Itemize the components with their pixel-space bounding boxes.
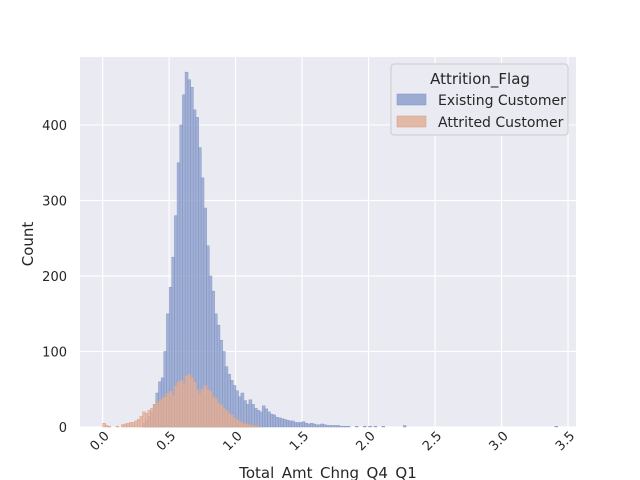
y-tick-label: 100 [42,345,67,360]
existing-customer-bar [347,426,351,428]
legend-label-existing: Existing Customer [438,93,566,109]
existing-customer-bar [402,425,407,428]
legend-swatch-attrited [396,115,427,128]
attrited-customer-bar [107,426,112,428]
x-tick-label: 3.5 [553,429,578,454]
legend-swatch-existing [396,93,427,106]
attrited-customer-bar [102,423,106,428]
y-tick-label: 400 [42,119,67,134]
y-tick-labels: 0 100 200 300 400 [42,119,67,436]
existing-customer-bar [368,426,372,428]
legend-title: Attrition_Flag [430,70,530,89]
x-tick-label: 3.0 [486,429,511,454]
y-axis-title: Count [19,222,37,267]
attrited-customer-bar [256,426,261,428]
existing-customer-bar [363,426,367,428]
x-tick-label: 0.5 [154,429,179,454]
y-tick-label: 300 [42,194,67,209]
legend-box [390,63,569,136]
x-tick-label: 0.0 [88,429,113,454]
y-tick-label: 200 [42,270,67,285]
x-tick-label: 1.5 [287,429,312,454]
y-tick-label: 0 [59,421,67,436]
legend-label-attrited: Attrited Customer [438,115,564,131]
x-axis-title: Total_Amt_Chng_Q4_Q1 [238,464,417,480]
x-tick-label: 1.0 [220,429,245,454]
existing-customer-bar [554,426,558,428]
x-tick-label: 2.0 [353,429,378,454]
legend: Attrition_Flag Existing Customer Attrite… [390,63,569,136]
existing-customer-bar [373,426,378,428]
attrited-customer-bar [115,426,120,428]
x-tick-labels: 0.0 0.5 1.0 1.5 2.0 2.5 3.0 3.5 [88,429,579,454]
attrited-customer-bars [102,373,261,428]
x-tick-label: 2.5 [420,429,445,454]
existing-customer-bar [381,426,386,428]
existing-customer-bar [355,426,359,428]
